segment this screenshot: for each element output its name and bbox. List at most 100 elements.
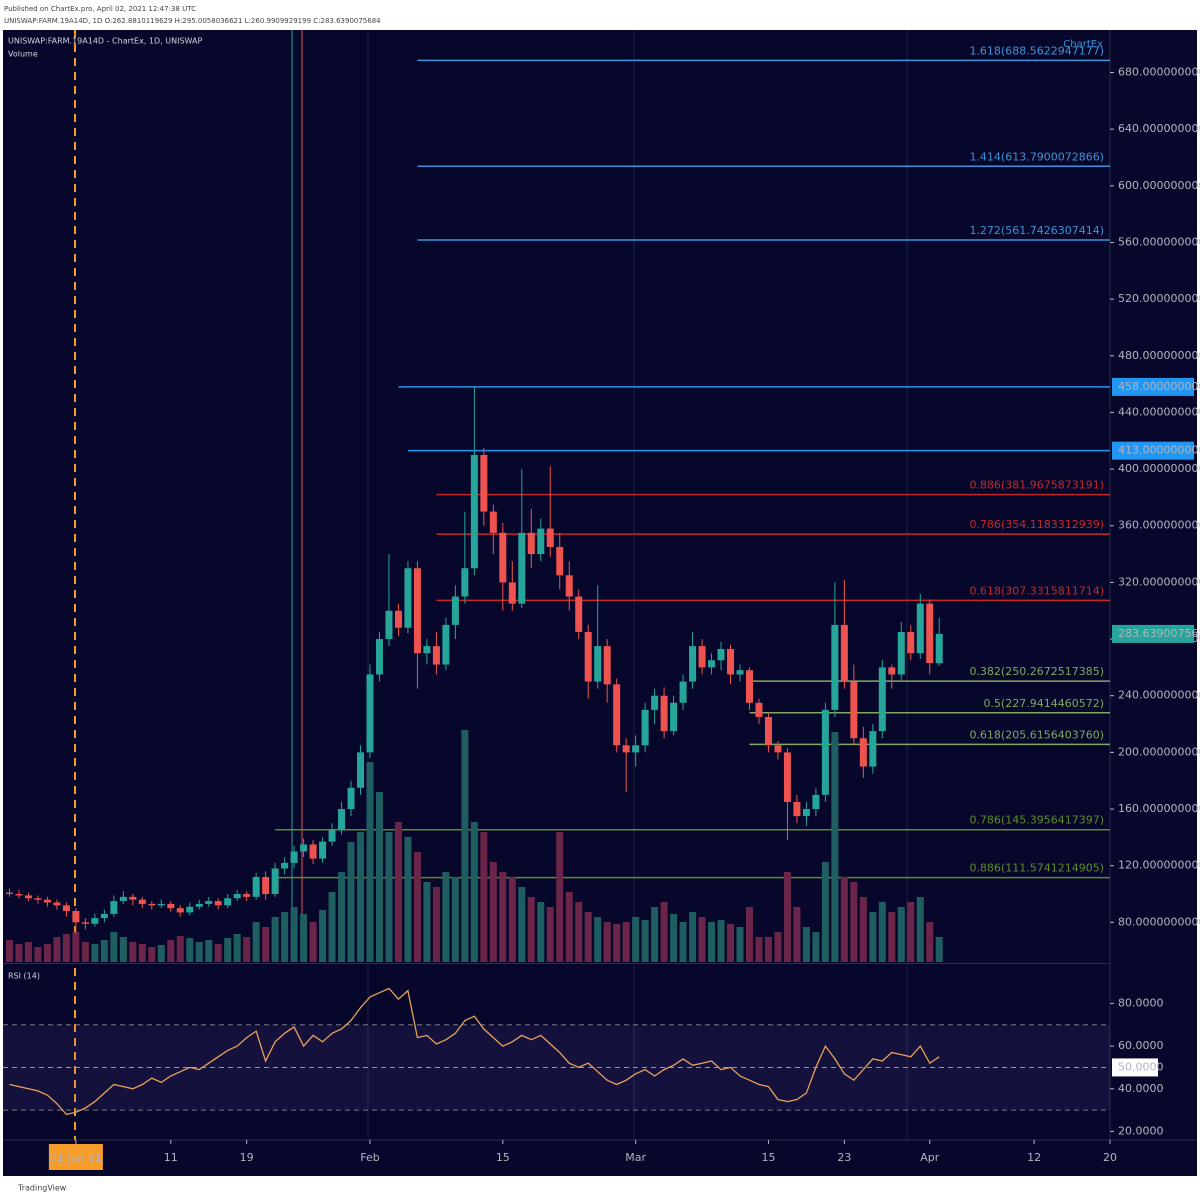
volume-bar (271, 917, 279, 962)
volume-bar (290, 907, 298, 962)
last-price-badge (1112, 624, 1194, 643)
candle-body (489, 511, 497, 533)
price-mark-label: 413.0000000000 (1118, 444, 1200, 457)
candle-body (774, 745, 782, 753)
candle-body (34, 898, 42, 900)
volume-bar (698, 917, 706, 962)
candle-body (43, 899, 51, 903)
volume-bar (727, 924, 735, 962)
candle-body (935, 633, 943, 664)
x-tick-label: 15 (496, 1151, 510, 1164)
volume-bar (499, 872, 507, 962)
candle-body (897, 631, 905, 675)
candle-body (812, 794, 820, 810)
candle-body (81, 922, 89, 924)
candle-body (556, 546, 564, 576)
candle-body (129, 896, 137, 900)
volume-bar (859, 897, 867, 962)
footer: TradingView (17, 1184, 67, 1193)
volume-bar (34, 947, 42, 962)
candle-body (461, 568, 469, 597)
candle-body (575, 596, 583, 632)
candle-body (205, 901, 213, 904)
y-tick-label: 520.0000000000 (1118, 292, 1200, 305)
volume-group (5, 730, 943, 962)
published-note: Published on ChartEx.pro, April 02, 2021… (4, 5, 196, 13)
volume-bar (357, 832, 365, 962)
candle-body (110, 901, 118, 914)
candle-body (793, 801, 801, 817)
y-tick-label: 360.0000000000 (1118, 519, 1200, 532)
volume-bar (375, 792, 383, 962)
volume-bar (442, 872, 450, 962)
candle-body (850, 681, 858, 739)
candle-body (878, 667, 886, 732)
candle-body (821, 709, 829, 795)
x-tick-label: 01 Jan 21 (50, 1151, 102, 1164)
y-tick-label: 240.0000000000 (1118, 689, 1200, 702)
y-tick-label: 640.0000000000 (1118, 122, 1200, 135)
volume-bar (195, 942, 203, 962)
candle-body (736, 670, 744, 675)
candle-body (281, 862, 289, 869)
candle-body (603, 646, 611, 685)
candle-body (72, 911, 80, 923)
x-tick-label: 15 (761, 1151, 775, 1164)
legend-symbol: UNISWAP:FARM.19A14D - ChartEx, 1D, UNISW… (8, 37, 202, 46)
volume-bar (110, 932, 118, 962)
volume-bar (916, 897, 924, 962)
candle-body (271, 868, 279, 895)
x-tick-highlight (48, 1144, 103, 1170)
x-tick-label: Mar (625, 1151, 646, 1164)
volume-bar (651, 907, 659, 962)
candle-body (888, 667, 896, 675)
candle-body (764, 716, 772, 746)
volume-bar (793, 907, 801, 962)
candle-body (62, 905, 70, 912)
y-tick-label: 80.0000000000 (1118, 915, 1200, 928)
chart-background (3, 30, 1197, 1176)
fib-level-label: 1.618(688.5622947177) (969, 44, 1104, 57)
candle-body (119, 896, 127, 902)
fib-level-label: 0.786(145.3956417397) (969, 814, 1104, 827)
volume-bar (328, 892, 336, 962)
candle-body (423, 646, 431, 654)
volume-bar (935, 937, 943, 962)
candle-body (309, 844, 317, 859)
volume-bar (613, 924, 621, 962)
y-tick-label: 600.0000000000 (1118, 179, 1200, 192)
candle-body (451, 596, 459, 625)
volume-bar (243, 937, 251, 962)
rsi-mid-badge (1112, 1058, 1158, 1077)
volume-bar (413, 852, 421, 962)
candle-body (499, 532, 507, 583)
volume-bar (81, 942, 89, 962)
y-tick-label: 200.0000000000 (1118, 745, 1200, 758)
levels-group: 1.618(688.5622947177) 1.414(613.790007286… (275, 44, 1110, 879)
candle-body (252, 877, 260, 897)
volume-bar (262, 927, 270, 962)
volume-bar (15, 944, 23, 962)
candle-body (831, 624, 839, 710)
fib-level-label: 0.618(205.6156403760) (969, 728, 1104, 741)
volume-bar (745, 907, 753, 962)
rsi-y-tick-label: 40.0000 (1118, 1082, 1164, 1095)
candle-body (907, 631, 915, 654)
candle-body (328, 830, 336, 842)
candle-body (641, 709, 649, 746)
volume-bar (281, 912, 289, 962)
volume-bar (717, 920, 725, 962)
volume-bar (755, 937, 763, 962)
volume-bar (660, 902, 668, 962)
volume-bar (157, 945, 165, 962)
candle-body (262, 877, 270, 895)
volume-bar (575, 902, 583, 962)
volume-bar (347, 842, 355, 962)
candle-body (148, 903, 156, 906)
volume-bar (736, 927, 744, 962)
volume-bar (394, 822, 402, 962)
fib-level-label: 0.786(354.1183312939) (969, 518, 1104, 531)
volume-bar (423, 882, 431, 962)
volume-bar (584, 912, 592, 962)
